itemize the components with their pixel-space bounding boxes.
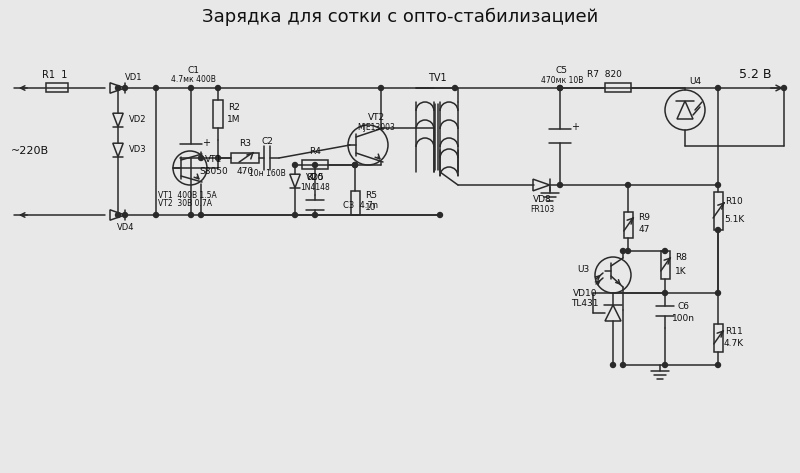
Text: VD2: VD2	[130, 115, 146, 124]
Circle shape	[115, 86, 121, 90]
Text: 470мк 10В: 470мк 10В	[541, 77, 583, 86]
Circle shape	[154, 212, 158, 218]
Text: R8: R8	[675, 254, 687, 263]
Circle shape	[715, 362, 721, 368]
Circle shape	[198, 156, 203, 160]
Bar	[661, 251, 670, 279]
Text: S8050: S8050	[200, 167, 228, 176]
Text: 10н 160В: 10н 160В	[249, 169, 286, 178]
Text: 1N4148: 1N4148	[300, 183, 330, 192]
Text: 1K: 1K	[675, 266, 687, 275]
Circle shape	[626, 183, 630, 187]
Text: FR103: FR103	[530, 204, 554, 213]
Text: VD10: VD10	[573, 289, 598, 298]
Circle shape	[715, 290, 721, 296]
Text: 470: 470	[237, 167, 254, 176]
Circle shape	[715, 86, 721, 90]
Circle shape	[353, 163, 358, 167]
Text: VT1  400В 1.5А: VT1 400В 1.5А	[158, 191, 217, 200]
Text: R10: R10	[725, 196, 743, 205]
Text: C3  4.7n: C3 4.7n	[343, 201, 378, 210]
Text: VD1: VD1	[126, 73, 142, 82]
Text: MJE13003: MJE13003	[357, 123, 395, 131]
Circle shape	[626, 248, 630, 254]
Circle shape	[662, 290, 667, 296]
Circle shape	[453, 86, 458, 90]
Text: +: +	[571, 123, 579, 132]
Circle shape	[782, 86, 786, 90]
Text: R2: R2	[228, 103, 240, 112]
Circle shape	[621, 248, 626, 254]
Text: 820: 820	[306, 174, 323, 183]
Circle shape	[215, 156, 221, 160]
Circle shape	[610, 362, 615, 368]
Circle shape	[293, 163, 298, 167]
Text: VT2  30В 0.7А: VT2 30В 0.7А	[158, 200, 212, 209]
Text: 47: 47	[638, 226, 650, 235]
Text: U4: U4	[689, 78, 701, 87]
Text: 100n: 100n	[671, 314, 694, 323]
Text: VD3: VD3	[129, 146, 147, 155]
Text: 10: 10	[366, 203, 377, 212]
Circle shape	[438, 212, 442, 218]
Text: VT1: VT1	[206, 156, 222, 165]
Circle shape	[715, 183, 721, 187]
Circle shape	[558, 86, 562, 90]
Text: TL431: TL431	[571, 298, 598, 307]
Text: VD4: VD4	[118, 222, 134, 231]
Bar	[623, 212, 633, 238]
Text: VT2: VT2	[367, 113, 385, 122]
Circle shape	[621, 362, 626, 368]
Text: 5.1K: 5.1K	[724, 214, 744, 224]
Text: 4.7K: 4.7K	[724, 340, 744, 349]
Text: R3: R3	[239, 140, 251, 149]
Bar	[714, 324, 722, 352]
Circle shape	[558, 86, 562, 90]
Text: R4: R4	[309, 148, 321, 157]
Circle shape	[558, 183, 562, 187]
Text: R11: R11	[725, 326, 743, 335]
Circle shape	[353, 163, 358, 167]
Circle shape	[122, 212, 127, 218]
Bar	[350, 191, 359, 215]
Bar	[213, 100, 223, 128]
Text: R7  820: R7 820	[586, 70, 622, 79]
Text: TV1: TV1	[428, 73, 446, 83]
Circle shape	[378, 86, 383, 90]
Bar	[605, 84, 631, 93]
Text: VD8: VD8	[533, 194, 551, 203]
Text: Зарядка для сотки с опто-стабилизацией: Зарядка для сотки с опто-стабилизацией	[202, 8, 598, 26]
Text: C6: C6	[677, 302, 689, 311]
Circle shape	[122, 86, 127, 90]
Bar	[46, 84, 68, 93]
Circle shape	[293, 212, 298, 218]
Text: C5: C5	[556, 67, 568, 76]
Text: ~220В: ~220В	[11, 147, 49, 157]
Bar	[714, 192, 722, 230]
Circle shape	[189, 212, 194, 218]
Circle shape	[715, 228, 721, 233]
Circle shape	[115, 212, 121, 218]
Circle shape	[215, 86, 221, 90]
Text: R1  1: R1 1	[42, 70, 68, 80]
Text: VD5: VD5	[306, 173, 324, 182]
Text: +: +	[202, 138, 210, 148]
Circle shape	[198, 212, 203, 218]
Bar	[231, 153, 259, 163]
Text: 5.2 В: 5.2 В	[738, 69, 771, 81]
Bar	[302, 160, 328, 169]
Circle shape	[662, 248, 667, 254]
Text: C1: C1	[187, 67, 199, 76]
Circle shape	[189, 86, 194, 90]
Text: U3: U3	[577, 264, 589, 273]
Text: R9: R9	[638, 213, 650, 222]
Text: C2: C2	[261, 138, 273, 147]
Text: 4.7мк 400В: 4.7мк 400В	[170, 76, 215, 85]
Text: 1M: 1M	[227, 114, 241, 123]
Circle shape	[313, 212, 318, 218]
Circle shape	[154, 86, 158, 90]
Circle shape	[662, 362, 667, 368]
Circle shape	[313, 163, 318, 167]
Text: R5: R5	[365, 192, 377, 201]
